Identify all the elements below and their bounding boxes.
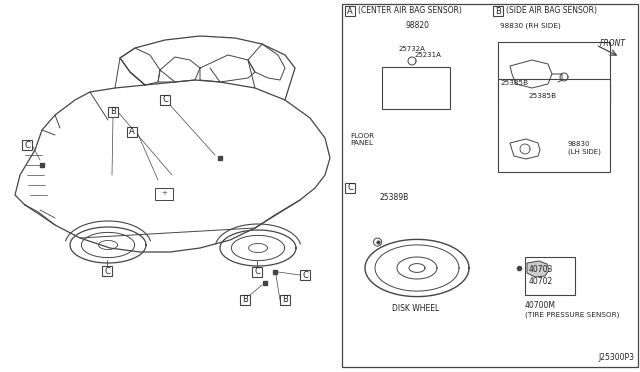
Bar bbox=[280, 295, 290, 305]
Text: 98830: 98830 bbox=[568, 141, 591, 147]
Text: (SIDE AIR BAG SENSOR): (SIDE AIR BAG SENSOR) bbox=[506, 6, 597, 16]
Text: B: B bbox=[495, 6, 501, 16]
Text: FRONT: FRONT bbox=[600, 38, 626, 48]
Bar bbox=[160, 95, 170, 105]
Bar bbox=[498, 79, 610, 172]
Text: FLOOR
PANEL: FLOOR PANEL bbox=[350, 133, 374, 146]
Bar bbox=[22, 140, 32, 150]
Bar bbox=[155, 188, 173, 200]
Bar bbox=[108, 107, 118, 117]
Text: 25385B: 25385B bbox=[528, 93, 556, 99]
Bar bbox=[102, 266, 112, 276]
Text: C: C bbox=[302, 270, 308, 279]
Bar bbox=[127, 127, 137, 137]
Text: A: A bbox=[347, 6, 353, 16]
Text: 98830 (RH SIDE): 98830 (RH SIDE) bbox=[500, 23, 561, 29]
Text: J25300P3: J25300P3 bbox=[598, 353, 634, 362]
Bar bbox=[498, 42, 610, 104]
Text: A: A bbox=[129, 128, 135, 137]
Bar bbox=[525, 257, 575, 295]
Text: C: C bbox=[254, 267, 260, 276]
Text: (CENTER AIR BAG SENSOR): (CENTER AIR BAG SENSOR) bbox=[358, 6, 462, 16]
Text: 25732A: 25732A bbox=[399, 46, 426, 52]
Text: B: B bbox=[282, 295, 288, 305]
Text: C: C bbox=[24, 141, 30, 150]
Bar bbox=[345, 183, 355, 193]
Text: +: + bbox=[161, 190, 167, 196]
Text: DISK WHEEL: DISK WHEEL bbox=[392, 304, 439, 313]
Text: 40700M: 40700M bbox=[525, 301, 556, 310]
Text: 98820: 98820 bbox=[405, 22, 429, 31]
Polygon shape bbox=[527, 261, 549, 277]
Text: (TIRE PRESSURE SENSOR): (TIRE PRESSURE SENSOR) bbox=[525, 312, 620, 318]
Text: 40703: 40703 bbox=[529, 264, 554, 273]
Bar bbox=[493, 6, 503, 16]
Text: B: B bbox=[242, 295, 248, 305]
Bar bbox=[240, 295, 250, 305]
Text: C: C bbox=[162, 96, 168, 105]
Text: 25385B: 25385B bbox=[500, 80, 528, 86]
Bar bbox=[300, 270, 310, 280]
Bar bbox=[382, 67, 450, 109]
Text: C: C bbox=[104, 266, 110, 276]
Bar bbox=[342, 4, 638, 367]
Text: C: C bbox=[347, 183, 353, 192]
Text: 25389B: 25389B bbox=[380, 193, 409, 202]
Text: B: B bbox=[110, 108, 116, 116]
Bar bbox=[252, 267, 262, 277]
Text: 40702: 40702 bbox=[529, 276, 553, 285]
Bar bbox=[345, 6, 355, 16]
Text: (LH SIDE): (LH SIDE) bbox=[568, 149, 601, 155]
Text: 25231A: 25231A bbox=[415, 52, 442, 58]
